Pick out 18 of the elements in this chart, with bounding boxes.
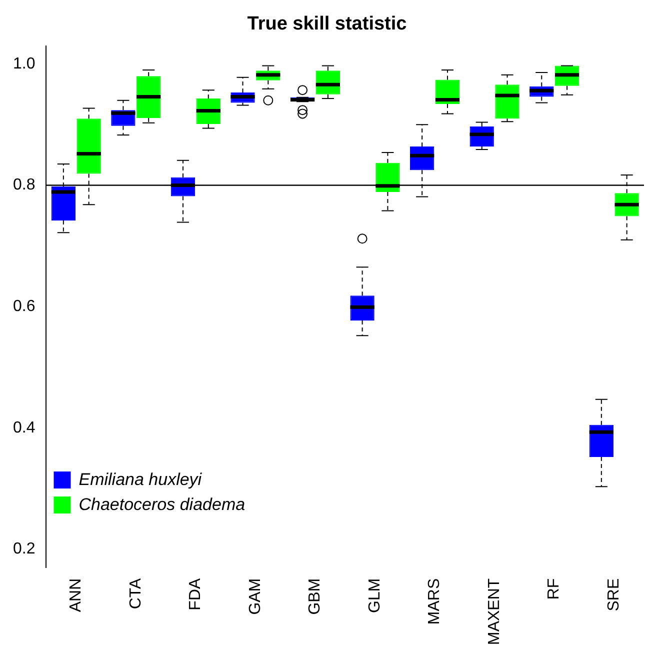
x-tick-label: RF bbox=[546, 578, 563, 600]
legend-label: Emiliana huxleyi bbox=[78, 470, 203, 489]
x-tick-label: FDA bbox=[187, 578, 204, 610]
x-tick-label: GLM bbox=[366, 578, 384, 613]
y-tick-label: 0.2 bbox=[12, 540, 36, 558]
x-tick-label: SRE bbox=[606, 578, 623, 612]
x-tick-label: GBM bbox=[306, 578, 324, 615]
y-tick-label: 0.6 bbox=[12, 298, 36, 315]
x-tick-label: MAXENT bbox=[486, 578, 503, 645]
x-tick-label: ANN bbox=[68, 578, 85, 612]
y-tick-label: 1.0 bbox=[12, 55, 36, 72]
legend-label: Chaetoceros diadema bbox=[78, 494, 246, 514]
x-tick-label: MARS bbox=[426, 578, 444, 625]
x-tick-label: CTA bbox=[127, 578, 144, 610]
chart-title: True skill statistic bbox=[247, 14, 408, 35]
y-tick-label: 0.8 bbox=[12, 176, 36, 194]
x-tick-label: GAM bbox=[246, 578, 264, 615]
y-tick-label: 0.4 bbox=[12, 419, 36, 436]
